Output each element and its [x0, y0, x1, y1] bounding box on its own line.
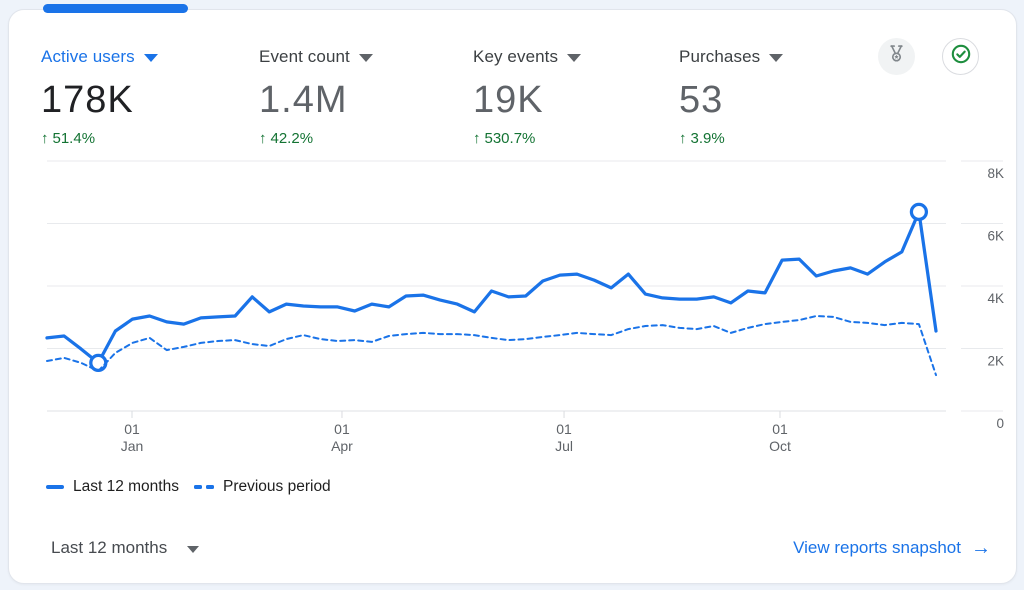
svg-text:2K: 2K: [987, 354, 1004, 369]
metric-selector-active-users[interactable]: Active users: [41, 46, 158, 68]
metric-card-active-users: Active users 178K ↑ 51.4%: [41, 46, 158, 147]
up-arrow-icon: ↑: [679, 130, 687, 147]
metric-selector-purchases[interactable]: Purchases: [679, 46, 784, 68]
svg-text:0: 0: [996, 416, 1004, 431]
metric-selector-key-events[interactable]: Key events: [473, 46, 582, 68]
metric-card-purchases: Purchases 53 ↑ 3.9%: [679, 46, 784, 147]
dropdown-arrow-icon: [358, 54, 373, 62]
trend-chart-area: 0 2K 4K 6K 8K 01 Jan 01 Apr 01 Jul 01 Oct: [9, 153, 1016, 465]
svg-text:01: 01: [334, 421, 350, 437]
legend-label: Previous period: [222, 478, 331, 495]
dropdown-arrow-icon: [187, 545, 200, 553]
date-range-label: Last 12 months: [51, 538, 168, 557]
delta-percent: 51.4%: [52, 130, 96, 147]
data-quality-button[interactable]: [942, 38, 979, 75]
dropdown-arrow-icon: [567, 54, 582, 62]
link-label: View reports snapshot: [793, 538, 961, 557]
up-arrow-icon: ↑: [473, 130, 481, 147]
svg-text:01: 01: [124, 421, 140, 437]
svg-text:01: 01: [772, 421, 788, 437]
metric-label: Purchases: [679, 47, 761, 66]
active-tab-indicator: [43, 4, 188, 13]
up-arrow-icon: ↑: [259, 130, 267, 147]
metric-card-key-events: Key events 19K ↑ 530.7%: [473, 46, 582, 147]
delta-percent: 3.9%: [690, 130, 725, 147]
metric-delta: ↑ 51.4%: [41, 130, 158, 147]
svg-text:Apr: Apr: [331, 438, 353, 454]
legend-item-previous-period: Previous period: [193, 478, 331, 496]
dropdown-arrow-icon: [143, 54, 158, 62]
metric-label: Event count: [259, 47, 350, 66]
date-range-dropdown[interactable]: Last 12 months: [51, 534, 200, 562]
metric-delta: ↑ 530.7%: [473, 130, 581, 147]
metric-value: 1.4M: [259, 79, 348, 121]
solid-line-swatch-icon: [46, 485, 64, 489]
metric-label: Active users: [41, 47, 135, 66]
chart-legend: Last 12 months Previous period: [46, 478, 331, 496]
metric-delta: ↑ 3.9%: [679, 130, 783, 147]
up-arrow-icon: ↑: [41, 130, 49, 147]
metric-card-event-count: Event count 1.4M ↑ 42.2%: [259, 46, 373, 147]
metric-selector-event-count[interactable]: Event count: [259, 46, 373, 68]
check-circle-icon: [949, 42, 973, 71]
home-overview-card: Active users 178K ↑ 51.4% Event count 1.…: [8, 9, 1017, 584]
delta-percent: 42.2%: [270, 130, 314, 147]
dashed-line-swatch-icon: [193, 485, 214, 489]
metric-value: 53: [679, 79, 724, 121]
svg-text:4K: 4K: [987, 291, 1004, 306]
metric-value: 178K: [41, 79, 134, 121]
metric-delta: ↑ 42.2%: [259, 130, 373, 147]
metric-label: Key events: [473, 47, 559, 66]
svg-text:6K: 6K: [987, 229, 1004, 244]
benchmarking-medal-button[interactable]: [878, 38, 915, 75]
svg-text:Oct: Oct: [769, 438, 791, 454]
svg-text:01: 01: [556, 421, 572, 437]
view-reports-snapshot-link[interactable]: View reports snapshot →: [793, 534, 991, 562]
metric-value: 19K: [473, 79, 544, 121]
legend-item-last-12-months: Last 12 months: [46, 478, 179, 496]
delta-percent: 530.7%: [484, 130, 536, 147]
svg-text:8K: 8K: [987, 166, 1004, 181]
svg-text:Jul: Jul: [555, 438, 573, 454]
medal-icon: [885, 43, 908, 71]
dropdown-arrow-icon: [769, 54, 784, 62]
arrow-right-icon: →: [971, 537, 991, 559]
svg-text:Jan: Jan: [121, 438, 144, 454]
legend-label: Last 12 months: [73, 478, 179, 495]
